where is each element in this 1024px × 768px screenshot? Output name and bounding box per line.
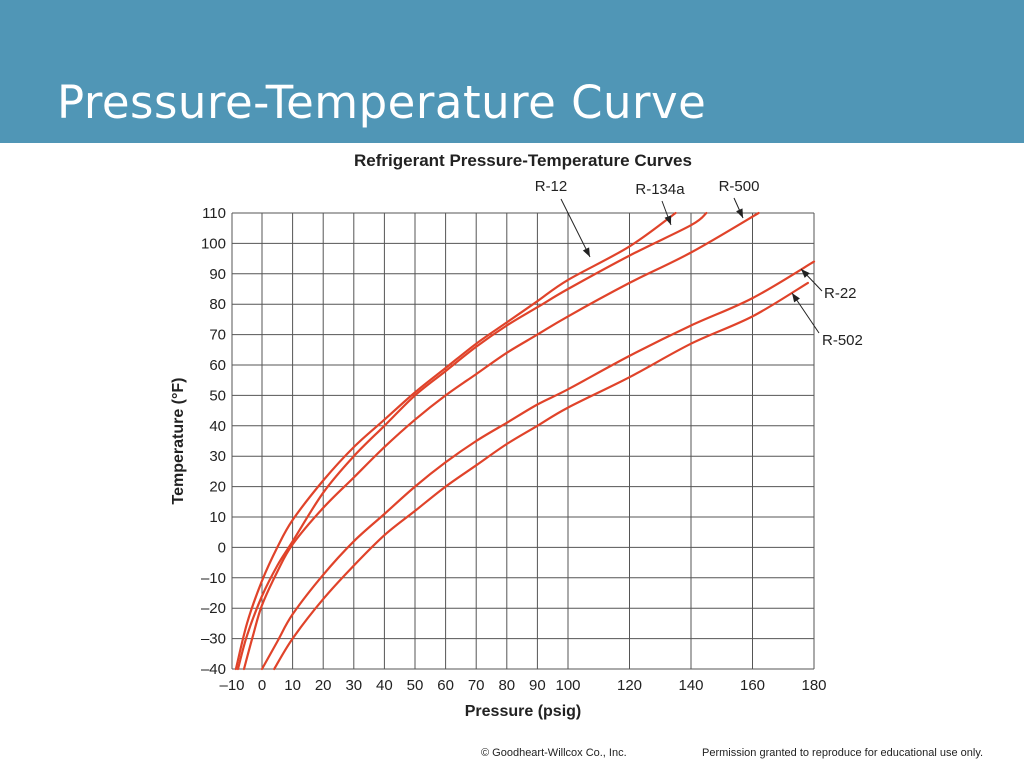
arrowhead-r-500 — [736, 208, 743, 218]
x-tick-label: 180 — [801, 677, 826, 694]
curve-label-r-502: R-502 — [822, 332, 863, 349]
curve-label-r-12: R-12 — [535, 178, 568, 195]
x-tick-label: 20 — [315, 677, 332, 694]
x-tick-label: 0 — [258, 677, 266, 694]
slide-header — [0, 0, 1024, 143]
arrowhead-r-12 — [582, 247, 590, 257]
x-tick-label: 90 — [529, 677, 546, 694]
y-tick-label: –40 — [201, 661, 226, 678]
y-tick-label: 90 — [209, 266, 226, 283]
arrowhead-r-22 — [801, 269, 810, 278]
x-tick-label: 40 — [376, 677, 393, 694]
y-tick-label: 80 — [209, 296, 226, 313]
y-tick-label: 110 — [202, 205, 226, 222]
curve-label-r-22: R-22 — [824, 285, 857, 302]
y-tick-label: 70 — [209, 327, 226, 344]
slide-title: Pressure-Temperature Curve — [57, 76, 707, 129]
x-tick-label: 60 — [437, 677, 454, 694]
x-tick-label: 70 — [468, 677, 485, 694]
y-tick-label: 0 — [218, 539, 226, 556]
y-tick-label: 40 — [209, 418, 226, 435]
y-tick-label: 50 — [209, 387, 226, 404]
x-tick-label: 120 — [617, 677, 642, 694]
leader-line-r-12 — [560, 198, 591, 258]
y-tick-label: –30 — [201, 631, 226, 648]
y-tick-label: 100 — [201, 235, 226, 252]
x-tick-label: 140 — [678, 677, 703, 694]
y-tick-label: 10 — [209, 509, 226, 526]
x-tick-label: –10 — [219, 677, 244, 694]
footer-copyright: © Goodheart-Willcox Co., Inc. — [481, 747, 627, 759]
y-tick-label: 20 — [209, 479, 226, 496]
arrowhead-r-134a — [664, 215, 672, 225]
series-line-r-502 — [273, 281, 809, 671]
chart-title: Refrigerant Pressure-Temperature Curves — [354, 151, 692, 170]
x-tick-label: 160 — [740, 677, 765, 694]
y-tick-label: 30 — [209, 448, 226, 465]
y-tick-label: –20 — [201, 600, 226, 617]
series-line-r-500 — [242, 211, 760, 671]
series-line-r-12 — [234, 211, 677, 671]
series-line-r-134a — [236, 211, 708, 671]
x-tick-label: 50 — [407, 677, 424, 694]
x-tick-label: 80 — [498, 677, 515, 694]
arrowhead-r-502 — [792, 293, 800, 303]
x-axis-label: Pressure (psig) — [465, 703, 581, 720]
chart: –10 0 10 20 30 40 50 60 70 80 90 100 120 140 160 180110… — [170, 151, 863, 720]
y-axis-label: Temperature (°F) — [170, 377, 187, 504]
curve-label-r-134a: R-134a — [635, 181, 685, 198]
footer-permission: Permission granted to reproduce for educ… — [702, 747, 984, 759]
series-line-r-22 — [260, 260, 816, 671]
x-tick-label: 30 — [345, 677, 362, 694]
x-tick-label: 100 — [555, 677, 580, 694]
y-tick-label: –10 — [201, 570, 226, 587]
y-tick-label: 60 — [209, 357, 226, 374]
curve-label-r-500: R-500 — [719, 178, 760, 195]
x-tick-label: 10 — [284, 677, 301, 694]
